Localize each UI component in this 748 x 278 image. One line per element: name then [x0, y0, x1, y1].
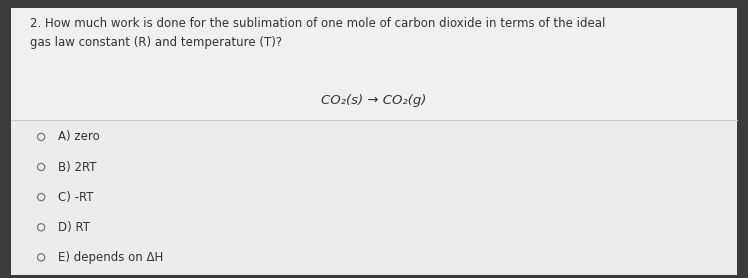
Text: D) RT: D) RT	[58, 221, 91, 234]
Text: C) -RT: C) -RT	[58, 191, 94, 203]
FancyBboxPatch shape	[11, 8, 737, 120]
Text: E) depends on ΔH: E) depends on ΔH	[58, 251, 164, 264]
Text: B) 2RT: B) 2RT	[58, 160, 96, 173]
Text: CO₂(s) → CO₂(g): CO₂(s) → CO₂(g)	[322, 93, 426, 106]
FancyBboxPatch shape	[11, 120, 737, 275]
Text: 2. How much work is done for the sublimation of one mole of carbon dioxide in te: 2. How much work is done for the sublima…	[30, 17, 605, 49]
Text: A) zero: A) zero	[58, 130, 100, 143]
